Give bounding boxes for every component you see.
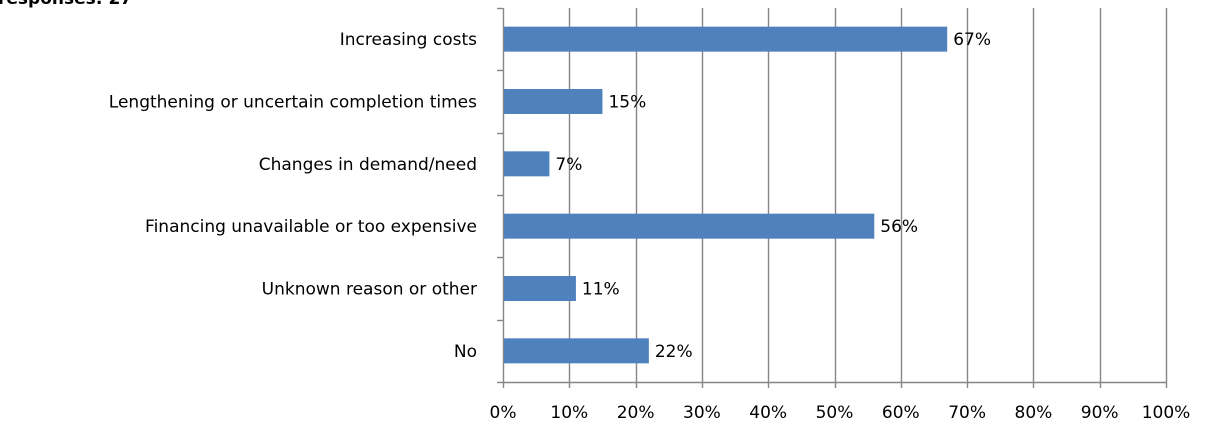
x-tick-label: 90% <box>1081 403 1119 423</box>
data-label: 22% <box>655 342 693 362</box>
data-label: 15% <box>608 93 646 113</box>
x-tick-label: 50% <box>816 403 854 423</box>
bar <box>504 89 603 114</box>
x-tick-label: 30% <box>683 403 721 423</box>
category-label: No <box>454 342 477 362</box>
category-label: Financing unavailable or too expensive <box>145 217 477 237</box>
bar <box>504 151 550 177</box>
category-label: Unknown reason or other <box>262 280 477 300</box>
chart-title: responses: 27 <box>0 0 132 9</box>
x-tick-label: 80% <box>1015 403 1053 423</box>
data-label: 11% <box>582 280 620 300</box>
bar <box>504 338 649 364</box>
bar <box>504 26 948 52</box>
x-tick-label: 60% <box>882 403 920 423</box>
x-tick-label: 100% <box>1142 403 1191 423</box>
category-label: Increasing costs <box>340 30 477 50</box>
category-label: Changes in demand/need <box>259 155 477 175</box>
data-label: 67% <box>953 30 991 50</box>
x-tick-label: 40% <box>749 403 787 423</box>
data-label: 56% <box>880 217 918 237</box>
x-tick-label: 20% <box>617 403 655 423</box>
bar <box>504 213 875 239</box>
x-tick-label: 0% <box>490 403 517 423</box>
x-tick-label: 70% <box>948 403 986 423</box>
category-label: Lengthening or uncertain completion time… <box>109 93 477 113</box>
x-tick-label: 10% <box>550 403 588 423</box>
bar <box>504 276 576 301</box>
data-label: 7% <box>555 155 582 175</box>
